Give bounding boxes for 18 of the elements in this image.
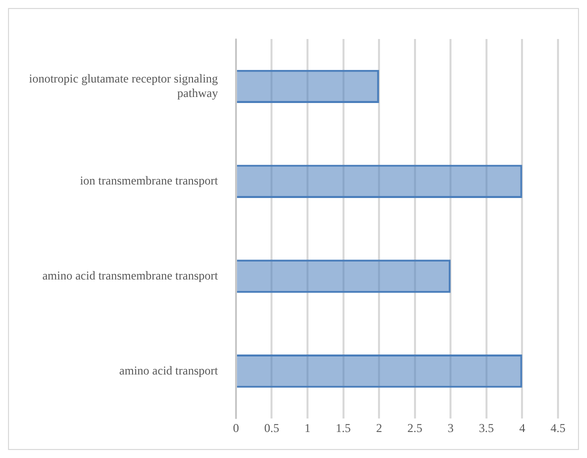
x-tick-label: 3: [448, 420, 454, 435]
x-tick-label: 4.5: [550, 420, 566, 435]
x-tick-label: 0.5: [264, 420, 280, 435]
bar: [236, 260, 451, 293]
y-tick-label: amino acid transmembrane transport: [42, 268, 219, 282]
bar: [236, 354, 522, 388]
x-tick-label: 2.5: [407, 420, 422, 435]
x-tick-label: 3.5: [478, 420, 494, 435]
x-tick-label: 4: [519, 420, 526, 435]
bar: [236, 164, 522, 198]
x-tick-label: 1.5: [336, 420, 351, 435]
y-tick-label: amino acid transport: [119, 363, 219, 378]
y-tick-label: ionotropic glutamate receptor signaling pathway: [28, 71, 218, 100]
y-tick-label: ion transmembrane transport: [80, 174, 219, 188]
bar: [236, 70, 380, 104]
x-tick-label: 2: [376, 420, 382, 435]
x-tick-label: 0: [232, 420, 239, 435]
x-tick-label: 1: [304, 420, 311, 435]
